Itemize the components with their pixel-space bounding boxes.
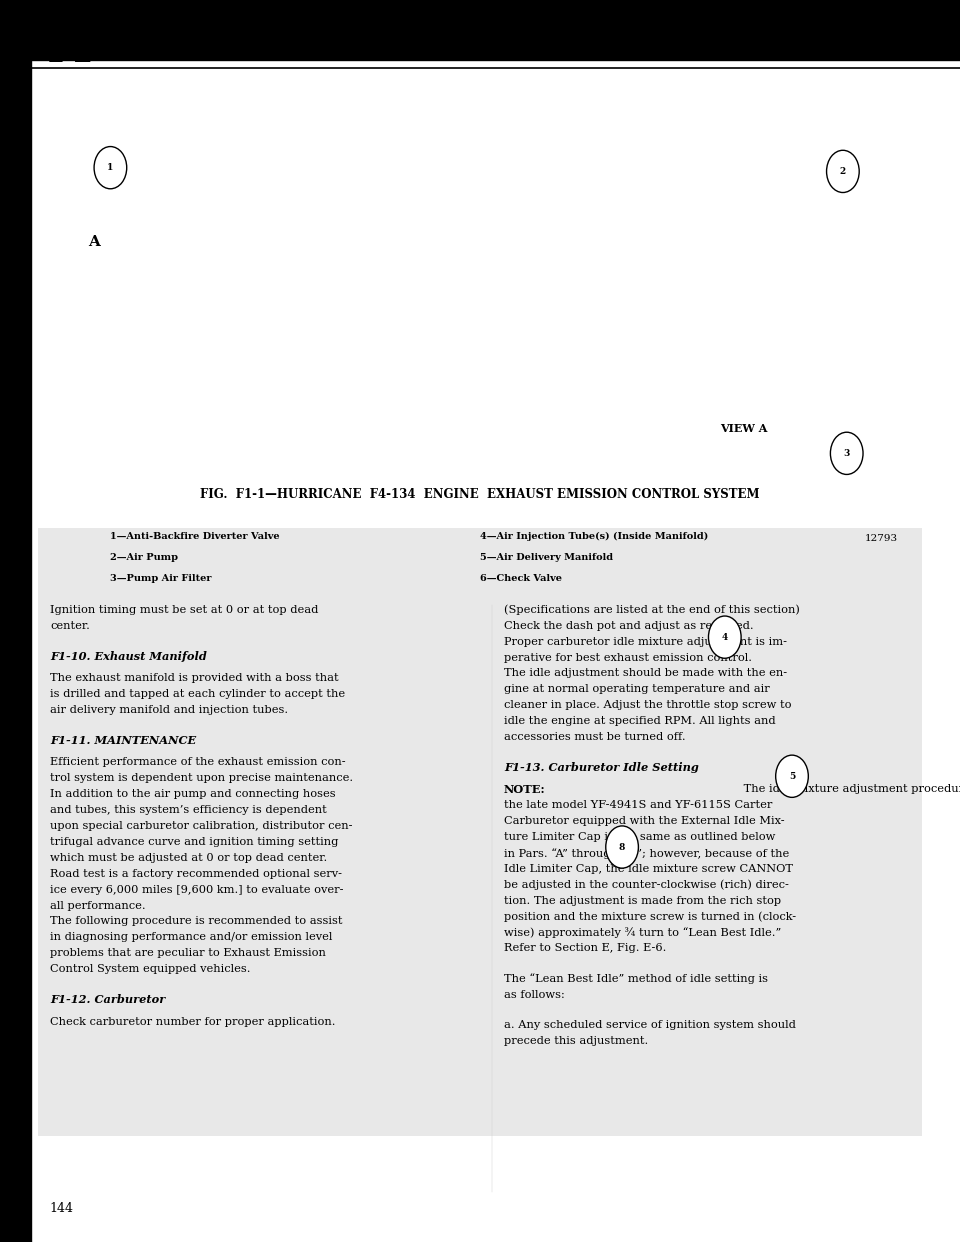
Text: and tubes, this system’s efficiency is dependent: and tubes, this system’s efficiency is d… bbox=[50, 805, 326, 815]
Circle shape bbox=[708, 616, 741, 658]
Text: all performance.: all performance. bbox=[50, 900, 146, 910]
Bar bbox=[0, 0, 31, 1242]
Text: is drilled and tapped at each cylinder to accept the: is drilled and tapped at each cylinder t… bbox=[50, 689, 345, 699]
Text: 6—Check Valve: 6—Check Valve bbox=[480, 574, 562, 582]
Text: 1: 1 bbox=[108, 163, 113, 173]
Text: Check carburetor number for proper application.: Check carburetor number for proper appli… bbox=[50, 1017, 335, 1027]
Text: ice every 6,000 miles [9,600 km.] to evaluate over-: ice every 6,000 miles [9,600 km.] to eva… bbox=[50, 884, 344, 894]
Text: which must be adjusted at 0 or top dead center.: which must be adjusted at 0 or top dead … bbox=[50, 853, 327, 863]
Text: 1—Anti-Backfire Diverter Valve: 1—Anti-Backfire Diverter Valve bbox=[110, 532, 280, 540]
Text: The following procedure is recommended to assist: The following procedure is recommended t… bbox=[50, 917, 343, 927]
Text: problems that are peculiar to Exhaust Emission: problems that are peculiar to Exhaust Em… bbox=[50, 948, 325, 959]
Bar bbox=[0, 0, 960, 60]
Text: be adjusted in the counter-clockwise (rich) direc-: be adjusted in the counter-clockwise (ri… bbox=[504, 879, 789, 891]
Text: F1-13. Carburetor Idle Setting: F1-13. Carburetor Idle Setting bbox=[504, 763, 699, 774]
Text: perative for best exhaust emission control.: perative for best exhaust emission contr… bbox=[504, 652, 752, 662]
Text: 144: 144 bbox=[50, 1202, 74, 1215]
Text: F1: F1 bbox=[50, 36, 97, 68]
Text: EXHAUST  EMISSION  CONTROL  SYSTEMS: EXHAUST EMISSION CONTROL SYSTEMS bbox=[291, 45, 669, 60]
Text: precede this adjustment.: precede this adjustment. bbox=[504, 1036, 648, 1046]
Text: in diagnosing performance and/or emission level: in diagnosing performance and/or emissio… bbox=[50, 933, 332, 943]
Text: trifugal advance curve and ignition timing setting: trifugal advance curve and ignition timi… bbox=[50, 837, 338, 847]
Circle shape bbox=[827, 150, 859, 193]
Text: the late model YF-4941S and YF-6115S Carter: the late model YF-4941S and YF-6115S Car… bbox=[504, 800, 773, 810]
Text: F1-12. Carburetor: F1-12. Carburetor bbox=[50, 995, 165, 1005]
Text: F1-10. Exhaust Manifold: F1-10. Exhaust Manifold bbox=[50, 651, 206, 662]
Text: VIEW A: VIEW A bbox=[720, 424, 768, 433]
Text: 2: 2 bbox=[840, 166, 846, 176]
Text: Control System equipped vehicles.: Control System equipped vehicles. bbox=[50, 964, 251, 974]
Circle shape bbox=[776, 755, 808, 797]
Circle shape bbox=[94, 147, 127, 189]
Text: The exhaust manifold is provided with a boss that: The exhaust manifold is provided with a … bbox=[50, 673, 339, 683]
Text: The idle mixture adjustment procedure for: The idle mixture adjustment procedure fo… bbox=[740, 785, 960, 795]
Text: FIG.  F1-1—HURRICANE  F4-134  ENGINE  EXHAUST EMISSION CONTROL SYSTEM: FIG. F1-1—HURRICANE F4-134 ENGINE EXHAUS… bbox=[201, 488, 759, 501]
Text: 8: 8 bbox=[619, 842, 625, 852]
Text: in Pars. “A” through “D”; however, because of the: in Pars. “A” through “D”; however, becau… bbox=[504, 848, 789, 859]
Text: Check the dash pot and adjust as required.: Check the dash pot and adjust as require… bbox=[504, 621, 754, 631]
Text: The “Lean Best Idle” method of idle setting is: The “Lean Best Idle” method of idle sett… bbox=[504, 974, 768, 985]
Text: idle the engine at specified RPM. All lights and: idle the engine at specified RPM. All li… bbox=[504, 717, 776, 727]
Text: wise) approximately ¾ turn to “Lean Best Idle.”: wise) approximately ¾ turn to “Lean Best… bbox=[504, 928, 781, 939]
Text: A: A bbox=[88, 235, 100, 250]
Bar bbox=[38, 528, 922, 1136]
Text: 3—Pump Air Filter: 3—Pump Air Filter bbox=[110, 574, 212, 582]
Text: Efficient performance of the exhaust emission con-: Efficient performance of the exhaust emi… bbox=[50, 758, 346, 768]
Circle shape bbox=[606, 826, 638, 868]
Text: 4—Air Injection Tube(s) (Inside Manifold): 4—Air Injection Tube(s) (Inside Manifold… bbox=[480, 532, 708, 540]
Text: Idle Limiter Cap, the idle mixture screw CANNOT: Idle Limiter Cap, the idle mixture screw… bbox=[504, 864, 793, 874]
Text: tion. The adjustment is made from the rich stop: tion. The adjustment is made from the ri… bbox=[504, 895, 781, 905]
Text: 12793: 12793 bbox=[864, 534, 898, 543]
Text: ture Limiter Cap is the same as outlined below: ture Limiter Cap is the same as outlined… bbox=[504, 832, 776, 842]
Text: Road test is a factory recommended optional serv-: Road test is a factory recommended optio… bbox=[50, 868, 342, 879]
Text: accessories must be turned off.: accessories must be turned off. bbox=[504, 732, 685, 741]
Text: Proper carburetor idle mixture adjustment is im-: Proper carburetor idle mixture adjustmen… bbox=[504, 637, 787, 647]
Text: The idle adjustment should be made with the en-: The idle adjustment should be made with … bbox=[504, 668, 787, 678]
Text: Ignition timing must be set at 0 or at top dead: Ignition timing must be set at 0 or at t… bbox=[50, 605, 319, 615]
Text: cleaner in place. Adjust the throttle stop screw to: cleaner in place. Adjust the throttle st… bbox=[504, 700, 791, 710]
Text: 5: 5 bbox=[789, 771, 795, 781]
Text: air delivery manifold and injection tubes.: air delivery manifold and injection tube… bbox=[50, 705, 288, 715]
Text: In addition to the air pump and connecting hoses: In addition to the air pump and connecti… bbox=[50, 789, 336, 800]
Text: 2—Air Pump: 2—Air Pump bbox=[110, 553, 179, 561]
Text: upon special carburetor calibration, distributor cen-: upon special carburetor calibration, dis… bbox=[50, 821, 352, 831]
Text: F1-11. MAINTENANCE: F1-11. MAINTENANCE bbox=[50, 735, 196, 746]
Text: trol system is dependent upon precise maintenance.: trol system is dependent upon precise ma… bbox=[50, 774, 353, 784]
Text: Refer to Section E, Fig. E-6.: Refer to Section E, Fig. E-6. bbox=[504, 944, 666, 954]
Text: 5—Air Delivery Manifold: 5—Air Delivery Manifold bbox=[480, 553, 613, 561]
Circle shape bbox=[830, 432, 863, 474]
Text: Carburetor equipped with the External Idle Mix-: Carburetor equipped with the External Id… bbox=[504, 816, 784, 826]
Text: position and the mixture screw is turned in (clock-: position and the mixture screw is turned… bbox=[504, 912, 796, 923]
Text: 3: 3 bbox=[844, 448, 850, 458]
Text: as follows:: as follows: bbox=[504, 990, 564, 1000]
Text: 4: 4 bbox=[722, 632, 728, 642]
Text: center.: center. bbox=[50, 621, 90, 631]
Text: (Specifications are listed at the end of this section): (Specifications are listed at the end of… bbox=[504, 605, 800, 616]
Text: a. Any scheduled service of ignition system should: a. Any scheduled service of ignition sys… bbox=[504, 1020, 796, 1030]
Text: NOTE:: NOTE: bbox=[504, 785, 545, 795]
Text: gine at normal operating temperature and air: gine at normal operating temperature and… bbox=[504, 684, 770, 694]
